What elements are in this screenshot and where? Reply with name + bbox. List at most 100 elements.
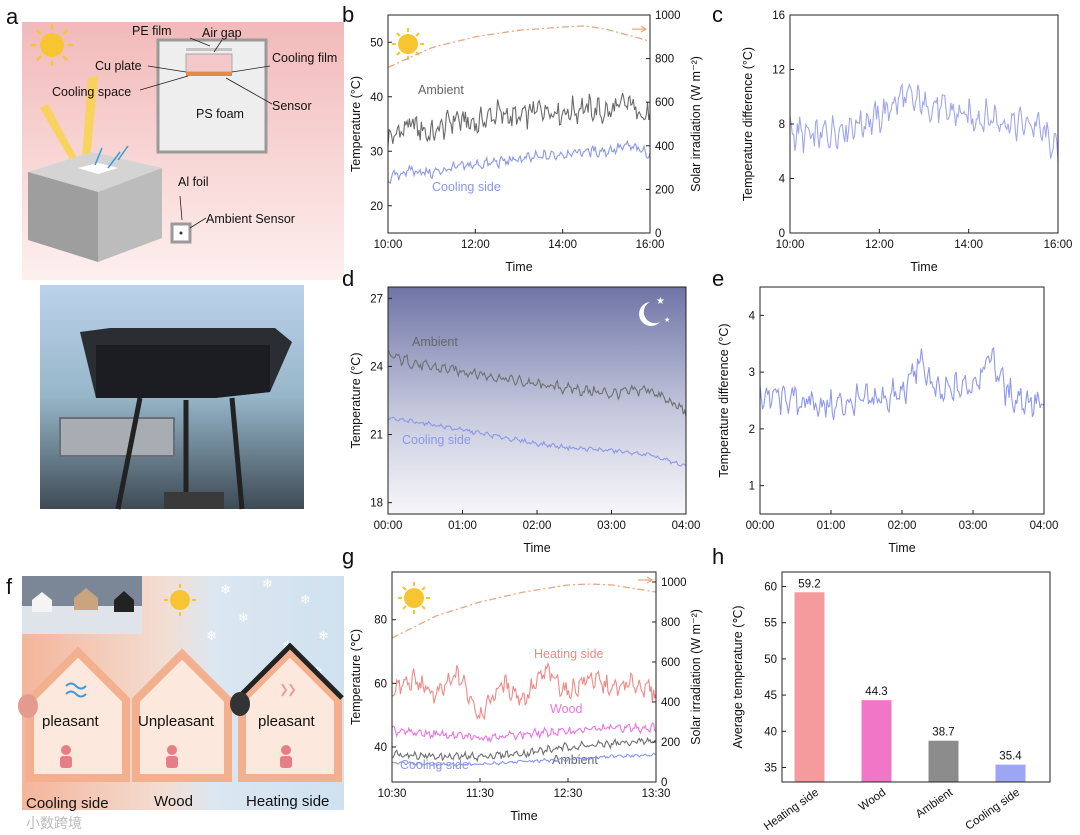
panel-c-label: c [712,2,723,27]
x-tick-label: 02:00 [523,520,552,532]
series-label: Cooling side [432,180,501,194]
x-tick-label: 03:00 [959,520,988,532]
panel-d-night-background [388,287,686,514]
cooling-side-caption: Cooling side [26,795,109,812]
cooling-film-label: Cooling film [272,51,337,65]
x-tick-label: 16:00 [1044,239,1073,251]
y2-tick-label: 600 [655,97,674,109]
series-line-wood [391,721,657,743]
bar-value-label: 35.4 [999,751,1022,763]
x-tick-label: 11:30 [466,788,494,800]
x-tick-label: 14:00 [548,239,577,251]
panel-a: a [6,4,344,510]
category-label: Cooling side [963,787,1022,833]
series-line-cooling-side [387,139,651,185]
house-wood-feeling: Unpleasant [138,713,215,730]
chart-c: 0 4 8 12 16 10:00 12:00 14:00 16:00 Time Temperatu… [741,10,1072,274]
y-tick-label: 4 [749,310,756,322]
series-label: Wood [550,702,582,716]
pe-film-label: PE film [132,24,172,38]
bar-value-label: 44.3 [865,686,887,698]
watermark: 小数跨境 [26,815,82,831]
panel-g-label: g [342,544,354,569]
heating-side-caption: Heating side [246,793,329,810]
series-line-ambient [391,736,657,763]
air-gap-label: Air gap [202,26,242,40]
house-cooling [18,646,130,782]
x-tick-label: 12:00 [865,239,894,251]
series-line-ambient [387,349,687,417]
svg-text:❄: ❄ [238,610,249,625]
panel-b-label: b [342,2,354,27]
panel-a-label: a [6,4,19,29]
plot-frame [391,571,657,783]
cooling-film-label-text: Cooling film [272,51,337,65]
svg-text:❄: ❄ [262,576,273,591]
category-label: Heating side [762,787,821,834]
y-tick-label: 2 [749,424,755,436]
series-line-heating-side [391,661,657,721]
y2-tick-label: 1000 [661,577,687,589]
y-tick-label: 60 [374,678,387,690]
y2-tick-label: 200 [661,737,680,749]
ps-foam-label: PS foam [196,107,244,121]
series-line-cooling-side [387,416,687,467]
y2-arrow-icon [632,25,648,33]
x-tick-label: 13:30 [642,788,671,800]
x-axis-label: Time [510,809,537,823]
cu-plate-label: Cu plate [95,59,142,73]
x-axis-label: Time [505,260,532,274]
svg-text:❄: ❄ [300,592,311,607]
bar-heating-side [794,592,825,782]
y-axis-label: Temperature (°C) [349,353,363,449]
chart-b: Ambient Cooling side 20 30 40 50 0 200 400 600 800… [349,10,703,274]
y2-tick-label: 800 [661,617,680,629]
y2-tick-label: 600 [661,657,680,669]
bar-value-label: 59.2 [798,578,820,590]
bar-value-label: 38.7 [932,727,954,739]
category-label: Wood [857,787,888,814]
panel-d-label: d [342,266,354,291]
category-label: Ambient [914,786,956,820]
sun-icon [164,584,196,616]
x-tick-label: 01:00 [448,520,477,532]
al-foil-label: Al foil [178,175,209,189]
y-tick-label: 1 [749,481,755,493]
y2-tick-label: 0 [661,777,667,789]
svg-text:★: ★ [664,316,670,324]
y-axis-label: Average temperature (℃) [731,605,745,748]
house-heating [230,642,344,782]
y-tick-label: 12 [772,65,785,77]
x-tick-label: 10:00 [776,239,805,251]
x-axis-label: Time [888,541,915,555]
series-line-difference [759,346,1045,421]
sun-icon [398,582,430,614]
y-tick-label: 4 [779,174,786,186]
y2-axis-label: Solar irradiation (W m⁻²) [689,56,703,192]
moon-stars-icon: ★ ★ [639,296,670,326]
chart-d: Ambient Cooling side 18 21 24 27 00:00 01:00 02:… [349,286,700,555]
x-axis-label: Time [523,541,550,555]
y2-tick-label: 1000 [655,10,681,22]
chart-h: 59.2 Heating side 44.3 Wood 38.7 Ambient 35.4 C… [731,571,1051,834]
series-line-irradiation [391,583,657,639]
cross-section-diagram [156,38,268,154]
plot-frame [387,14,651,234]
panel-f-label: f [6,574,13,599]
y-tick-label: 3 [749,367,755,379]
x-tick-label: 10:00 [374,239,403,251]
y-tick-label: 21 [370,430,383,442]
y2-tick-label: 0 [655,228,661,240]
x-tick-label: 10:30 [378,788,407,800]
y-tick-label: 45 [764,690,777,702]
chart-g: Heating side Wood Ambient Cooling side 40 60 8… [349,571,703,823]
y2-tick-label: 200 [655,184,674,196]
y-tick-label: 55 [764,618,777,630]
y-axis-label: Temperature (°C) [349,76,363,172]
wood-caption: Wood [154,793,193,810]
house-heating-feeling: pleasant [258,713,316,730]
chart-e: 1 2 3 4 00:00 01:00 02:00 03:00 04:00 Time Tempera… [717,286,1058,555]
panel-f: f ❄ ❄ ❄❄ ❄❄ ❄❄ [6,574,344,831]
y-tick-label: 50 [764,654,777,666]
